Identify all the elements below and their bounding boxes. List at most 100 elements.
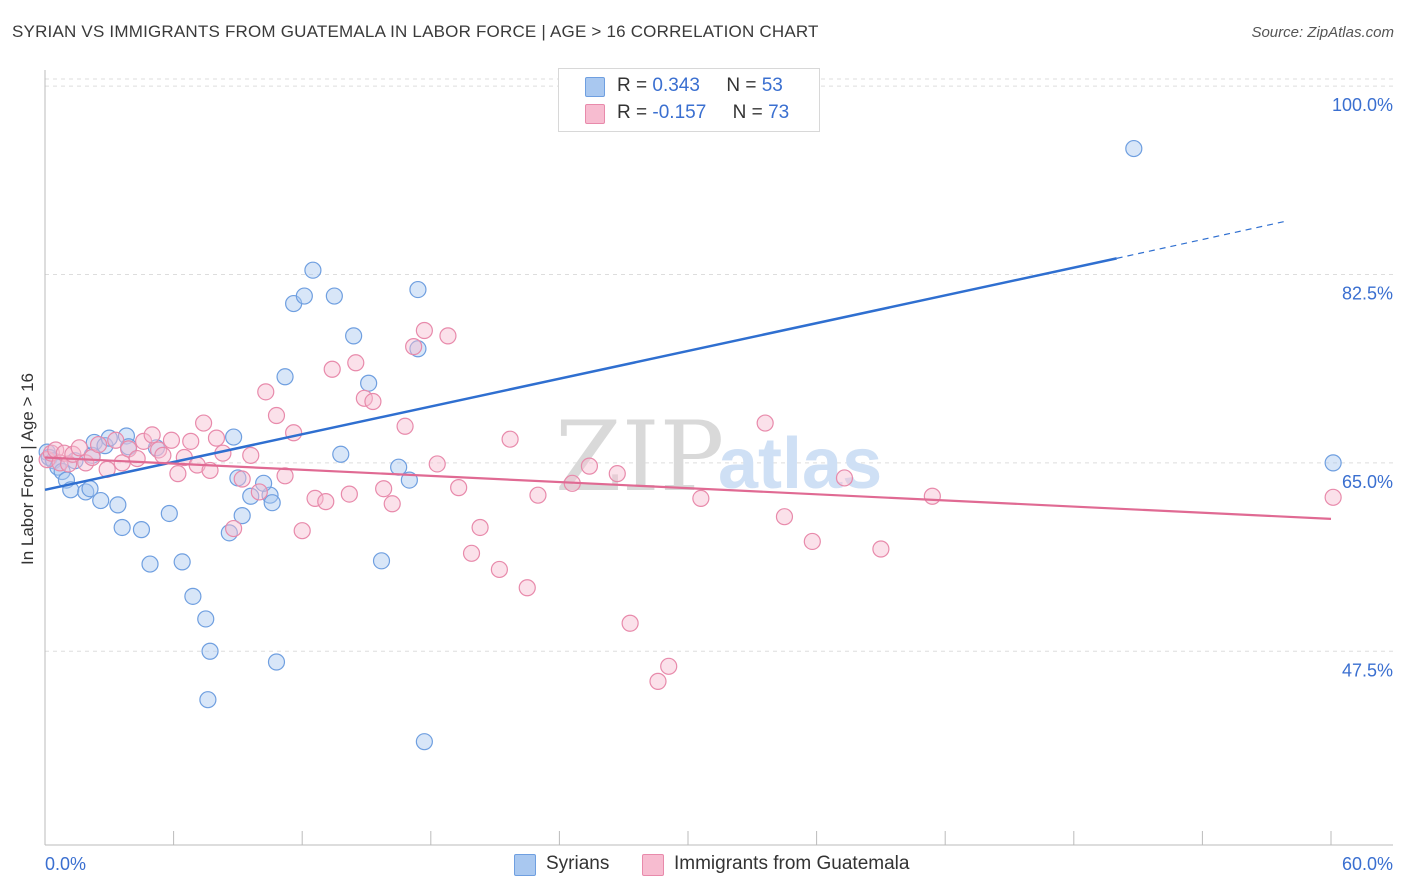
guatemala-point [293, 522, 311, 540]
guatemala-point [649, 672, 667, 690]
guatemala-point [803, 532, 821, 551]
syrian-trend-extension [1116, 220, 1289, 259]
syrian-point [304, 261, 322, 279]
syrian-point [325, 287, 343, 305]
guatemala-point [134, 432, 153, 450]
syrian-point [233, 507, 251, 525]
guatemala-point [317, 493, 335, 511]
syrian-point [100, 429, 118, 447]
syrian-point [360, 374, 378, 392]
watermark-atlas: atlas [718, 424, 882, 504]
syrian-point [141, 555, 159, 573]
y-axis-label: In Labor Force | Age > 16 [18, 372, 37, 565]
guatemala-point [59, 455, 78, 473]
syrian-point [295, 287, 313, 305]
guatemala-point [143, 426, 161, 444]
r-value: -0.157 [652, 102, 707, 123]
tick-labels: 47.5% 65.0% 82.5% 100.0% 0.0% 60.0% [45, 95, 1393, 874]
guatemala-point [775, 508, 794, 526]
guatemala-point [267, 406, 286, 425]
r-label: R = [617, 102, 648, 123]
guatemala-point [462, 544, 481, 562]
syrian-point [372, 552, 391, 570]
guatemala-point [471, 518, 489, 537]
n-value: 73 [768, 102, 790, 123]
guatemala-point [233, 470, 251, 488]
n-value: 53 [761, 75, 783, 96]
syrian-point [201, 642, 219, 660]
syrian-point [263, 494, 281, 512]
legend-label: Immigrants from Guatemala [674, 853, 910, 874]
trend-lines [44, 220, 1332, 520]
guatemala-point [276, 467, 294, 485]
syrian-point [332, 445, 350, 463]
guatemala-point [169, 465, 187, 483]
guatemala-point [119, 440, 138, 458]
guatemala-point [660, 657, 678, 675]
watermark: ZIP atlas [555, 401, 882, 513]
syrian-point [113, 518, 131, 537]
guatemala-point [70, 439, 88, 457]
y-tick-label: 82.5% [1342, 284, 1393, 304]
guatemala-point [207, 429, 226, 447]
guatemala-point [405, 338, 423, 356]
guatemala-point [306, 489, 324, 508]
guatemala-point [529, 486, 547, 504]
y-tick-label: 47.5% [1342, 660, 1393, 680]
syrian-point [173, 553, 191, 571]
syrian-point [225, 428, 243, 446]
syrian-point [197, 610, 215, 628]
syrian-point [184, 587, 202, 605]
guatemala-point [347, 354, 365, 372]
guatemala-point [340, 485, 358, 503]
guatemala-point [225, 519, 243, 538]
guatemala-point [835, 469, 854, 487]
syrian-trend-line [44, 257, 1117, 492]
guatemala-point [415, 321, 433, 340]
guatemala-point [450, 479, 468, 497]
guatemala-point [107, 431, 125, 449]
syrian-point [415, 733, 433, 751]
syrian-point [255, 474, 273, 492]
guatemala-point [195, 414, 213, 432]
n-label: N = [732, 102, 763, 123]
guatemala-point [162, 431, 181, 449]
legend-text: R = 0.343 N = 53 [617, 75, 783, 97]
legend-swatch-pink [585, 104, 605, 124]
guatemala-point [923, 487, 941, 505]
guatemala-point [518, 579, 536, 597]
guatemala-point [580, 457, 599, 475]
legend-label: Syrians [546, 853, 610, 874]
legend-swatch-blue [585, 77, 605, 97]
syrian-point [199, 691, 217, 709]
x-tick-label: 60.0% [1342, 854, 1393, 874]
syrian-point [117, 427, 136, 445]
syrian-point [409, 280, 427, 299]
guatemala-trend-line [44, 456, 1332, 520]
syrian-point [1324, 454, 1342, 472]
guatemala-point [182, 432, 200, 450]
chart-title: SYRIAN VS IMMIGRANTS FROM GUATEMALA IN L… [12, 22, 819, 41]
guatemala-point [383, 495, 401, 513]
r-label: R = [617, 75, 648, 96]
syrian-point [160, 504, 178, 523]
guatemala-point [323, 360, 341, 378]
x-tick-label: 0.0% [45, 854, 86, 874]
guatemala-point [89, 435, 108, 454]
guatemala-point [756, 414, 774, 432]
correlation-legend: R = 0.343 N = 53 R = -0.157 N = 73 [558, 68, 820, 132]
syrian-point [1125, 139, 1143, 158]
guatemala-point [439, 327, 457, 345]
guatemala-point [1324, 488, 1342, 506]
guatemala-point [608, 465, 626, 483]
guatemala-point [428, 455, 446, 473]
guatemala-point [872, 540, 890, 558]
guatemala-point [375, 480, 393, 498]
guatemala-point [621, 614, 639, 632]
y-tick-label: 65.0% [1342, 472, 1393, 492]
syrian-point [242, 487, 260, 505]
syrian-point [132, 521, 151, 539]
data-points [38, 139, 1342, 751]
r-value: 0.343 [652, 75, 700, 96]
